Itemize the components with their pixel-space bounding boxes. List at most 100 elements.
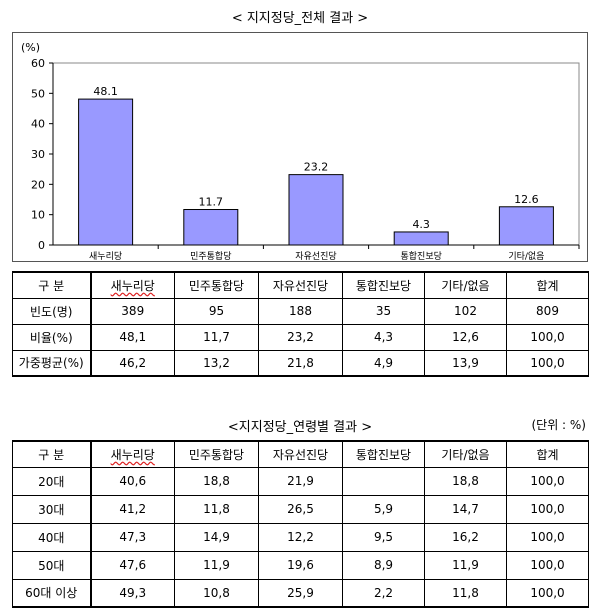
table-row: 빈도(명) 389 95 188 35 102 809 [12, 297, 589, 325]
x-tick-label: 기타/없음 [508, 251, 544, 262]
x-tick-label: 통합진보당 [400, 251, 441, 262]
table-cell [342, 466, 425, 496]
age-header-row: 구 분 새누리당 민주통합당 자유선진당 통합진보당 기타/없음 합계 [12, 440, 589, 468]
table-cell: 47,6 [89, 550, 175, 580]
table-cell: 2,2 [342, 578, 425, 608]
unit-label: (단위 : %) [531, 418, 586, 432]
x-tick-label: 새누리당 [89, 251, 122, 262]
table-cell: 48,1 [89, 323, 175, 351]
table-cell: 18,8 [424, 466, 507, 496]
table-cell: 14,7 [424, 494, 507, 524]
bar [393, 231, 449, 246]
table-cell: 100,0 [506, 494, 589, 524]
row-label: 20대 [12, 466, 91, 496]
table-cell: 10,8 [174, 578, 259, 608]
overall-table: 구 분 새누리당 민주통합당 자유선진당 통합진보당 기타/없음 합계 빈도(명… [12, 271, 589, 377]
table-cell: 95 [174, 297, 259, 325]
table-cell: 100,0 [506, 550, 589, 580]
table-cell: 13,2 [174, 349, 259, 377]
bar [78, 98, 134, 246]
header-cell: 기타/없음 [424, 440, 507, 468]
table-cell: 35 [342, 297, 425, 325]
table-cell: 41,2 [89, 494, 175, 524]
data-label: 11.7 [199, 196, 224, 209]
table-cell: 13,9 [424, 349, 507, 377]
y-tick-label: 50 [31, 87, 45, 100]
x-tick-label: 민주통합당 [190, 251, 231, 262]
header-cell: 자유선진당 [258, 440, 343, 468]
table-cell: 5,9 [342, 494, 425, 524]
table-cell: 47,3 [89, 522, 175, 552]
table-cell: 100,0 [506, 466, 589, 496]
y-tick-label: 20 [31, 178, 45, 191]
age-table-title: <지지정당_연령별 결과 > [227, 420, 373, 435]
chart-title: < 지지정당_전체 결과 > [231, 11, 369, 26]
row-label: 비율(%) [12, 323, 91, 351]
row-label: 가중평균(%) [12, 349, 91, 377]
table-cell: 4,9 [342, 349, 425, 377]
y-tick-label: 0 [38, 239, 45, 252]
chart-svg: (%) 0 10 20 30 40 50 60 48.1 새누리당 11.7 민주통합당 23.2 자유선… [21, 41, 580, 262]
table-row: 20대 40,6 18,8 21,9 18,8 100,0 [12, 466, 589, 496]
table-row: 가중평균(%) 46,2 13,2 21,8 4,9 13,9 100,0 [12, 349, 589, 377]
table-cell: 11,8 [424, 578, 507, 608]
header-cell: 통합진보당 [342, 440, 425, 468]
table-cell: 19,6 [258, 550, 343, 580]
row-label: 빈도(명) [12, 297, 91, 325]
table-cell: 100,0 [506, 323, 589, 351]
header-cell: 기타/없음 [424, 271, 507, 299]
header-cell: 합계 [506, 440, 589, 468]
table-cell: 14,9 [174, 522, 259, 552]
y-tick-label: 30 [31, 148, 45, 161]
table-cell: 9,5 [342, 522, 425, 552]
table-cell: 23,2 [258, 323, 343, 351]
table-cell: 102 [424, 297, 507, 325]
bar [288, 174, 344, 246]
table-cell: 12,6 [424, 323, 507, 351]
table-cell: 188 [258, 297, 343, 325]
table-cell: 11,9 [424, 550, 507, 580]
table-cell: 100,0 [506, 522, 589, 552]
header-cell: 새누리당 [89, 440, 175, 468]
table-cell: 26,5 [258, 494, 343, 524]
row-label: 50대 [12, 550, 91, 580]
table-cell: 8,9 [342, 550, 425, 580]
data-label: 4.3 [412, 218, 430, 231]
header-cell: 구 분 [12, 440, 91, 468]
table-cell: 11,9 [174, 550, 259, 580]
table-cell: 809 [506, 297, 589, 325]
table-cell: 4,3 [342, 323, 425, 351]
table-cell: 46,2 [89, 349, 175, 377]
bar [183, 209, 239, 246]
table-cell: 16,2 [424, 522, 507, 552]
y-tick-label: 10 [31, 209, 45, 222]
table-cell: 18,8 [174, 466, 259, 496]
header-cell: 구 분 [12, 271, 91, 299]
table-cell: 11,8 [174, 494, 259, 524]
data-label: 23.2 [304, 161, 329, 174]
row-label: 40대 [12, 522, 91, 552]
header-cell: 자유선진당 [258, 271, 343, 299]
data-label: 12.6 [514, 193, 539, 206]
overall-header-row: 구 분 새누리당 민주통합당 자유선진당 통합진보당 기타/없음 합계 [12, 271, 589, 299]
row-label: 60대 이상 [12, 578, 91, 608]
table-row: 비율(%) 48,1 11,7 23,2 4,3 12,6 100,0 [12, 323, 589, 351]
table-cell: 12,2 [258, 522, 343, 552]
table-cell: 389 [89, 297, 175, 325]
row-label: 30대 [12, 494, 91, 524]
table-cell: 49,3 [89, 578, 175, 608]
header-cell: 새누리당 [89, 271, 175, 299]
header-cell: 통합진보당 [342, 271, 425, 299]
table-row: 30대 41,2 11,8 26,5 5,9 14,7 100,0 [12, 494, 589, 524]
table-cell: 21,9 [258, 466, 343, 496]
table-cell: 21,8 [258, 349, 343, 377]
table-cell: 100,0 [506, 578, 589, 608]
header-cell: 민주통합당 [174, 271, 259, 299]
table-row: 60대 이상 49,3 10,8 25,9 2,2 11,8 100,0 [12, 578, 589, 608]
data-label: 48.1 [93, 85, 118, 98]
header-cell: 합계 [506, 271, 589, 299]
x-tick-label: 자유선진당 [295, 251, 336, 262]
table-cell: 40,6 [89, 466, 175, 496]
table-row: 50대 47,6 11,9 19,6 8,9 11,9 100,0 [12, 550, 589, 580]
bar-chart: (%) 0 10 20 30 40 50 60 48.1 새누리당 11.7 민주통합당 23.2 자유선… [12, 32, 588, 262]
